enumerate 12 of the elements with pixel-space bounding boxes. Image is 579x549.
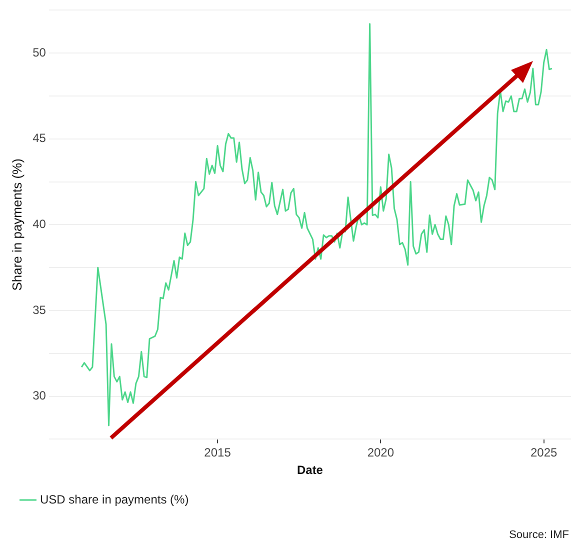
source-note: Source: IMF bbox=[509, 529, 569, 541]
x-tick-label: 2015 bbox=[204, 446, 232, 460]
y-axis-title: Share in payments (%) bbox=[9, 158, 24, 291]
y-tick-label: 30 bbox=[32, 388, 46, 403]
y-tick-label: 45 bbox=[32, 131, 46, 146]
y-tick-label: 40 bbox=[32, 217, 46, 232]
x-axis-title: Date bbox=[296, 463, 324, 478]
x-tick-label: 2025 bbox=[530, 446, 558, 460]
y-tick-label: 35 bbox=[32, 302, 46, 317]
y-tick-label: 50 bbox=[32, 45, 46, 60]
legend-label: USD share in payments (%) bbox=[40, 492, 189, 506]
x-tick-label: 2020 bbox=[367, 446, 394, 460]
